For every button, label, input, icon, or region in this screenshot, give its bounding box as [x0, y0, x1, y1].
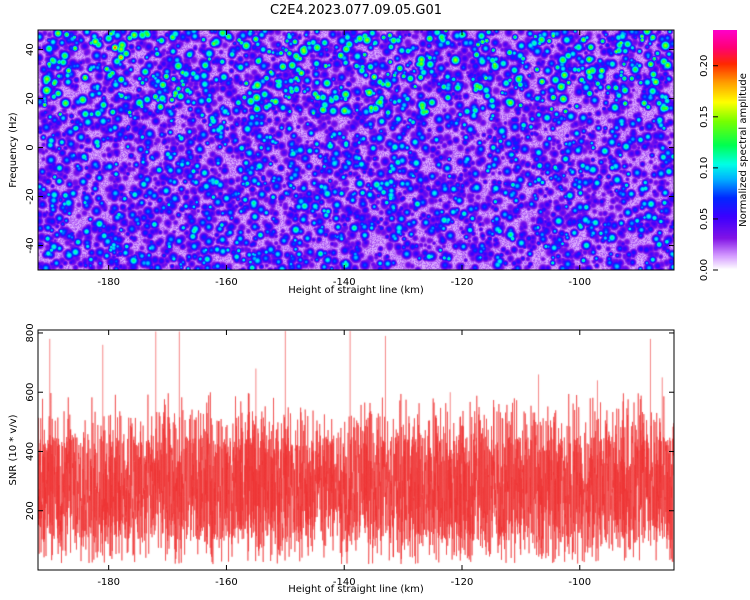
colorbar-tick-label: 0.05 — [699, 208, 710, 230]
heatmap-xtick-label: -140 — [333, 277, 356, 288]
colorbar-tick-label: 0.20 — [699, 55, 710, 77]
colorbar: 0.00 0.05 0.10 0.15 0.20 Normalized spectral… — [699, 30, 749, 281]
heatmap-ytick-label: 0 — [25, 144, 36, 150]
colorbar-ticks: 0.00 0.05 0.10 0.15 0.20 — [699, 55, 718, 281]
heatmap-ytick-label: -40 — [25, 237, 36, 253]
heatmap-xlabel: Height of straight line (km) — [288, 285, 424, 296]
snr-ytick-label: 400 — [25, 442, 36, 461]
heatmap-panel: -180 -160 -140 -120 -100 -40 -20 0 20 40 Height o… — [8, 29, 675, 296]
heatmap-image — [38, 30, 674, 270]
colorbar-tick-label: 0.15 — [699, 106, 710, 128]
colorbar-gradient — [713, 30, 737, 270]
heatmap-ytick-label: 20 — [25, 92, 36, 105]
snr-ytick-label: 800 — [25, 323, 36, 342]
snr-xtick-label: -120 — [451, 577, 474, 588]
snr-panel: -180 -160 -140 -120 -100 200 400 600 800 Height … — [8, 323, 675, 595]
heatmap-ytick-label: 40 — [25, 43, 36, 56]
heatmap-ylabel: Frequency (Hz) — [8, 112, 19, 188]
snr-ytick-label: 600 — [25, 383, 36, 402]
snr-ylabel: SNR (10 * v/v) — [8, 414, 19, 485]
snr-series-line — [38, 330, 674, 570]
colorbar-label: Normalized spectral amplitude — [738, 73, 749, 227]
snr-xtick-label: -140 — [333, 577, 356, 588]
snr-ticks: -180 -160 -140 -120 -100 200 400 600 800 — [25, 323, 674, 588]
heatmap-frame — [37, 29, 675, 271]
heatmap-ticks: -180 -160 -140 -120 -100 -40 -20 0 20 40 — [25, 30, 674, 288]
snr-xtick-label: -100 — [568, 577, 591, 588]
heatmap-xtick-label: -120 — [451, 277, 474, 288]
snr-frame — [37, 329, 675, 571]
snr-ytick-label: 200 — [25, 501, 36, 520]
figure-title: C2E4.2023.077.09.05.G01 — [270, 3, 442, 18]
colorbar-tick-label: 0.10 — [699, 157, 710, 179]
heatmap-xtick-label: -180 — [97, 277, 120, 288]
snr-xtick-label: -160 — [215, 577, 238, 588]
colorbar-tick-label: 0.00 — [699, 259, 710, 281]
heatmap-ytick-label: -20 — [25, 188, 36, 204]
snr-xtick-label: -180 — [97, 577, 120, 588]
heatmap-xtick-label: -100 — [568, 277, 591, 288]
heatmap-xtick-label: -160 — [215, 277, 238, 288]
snr-xlabel: Height of straight line (km) — [288, 584, 424, 595]
